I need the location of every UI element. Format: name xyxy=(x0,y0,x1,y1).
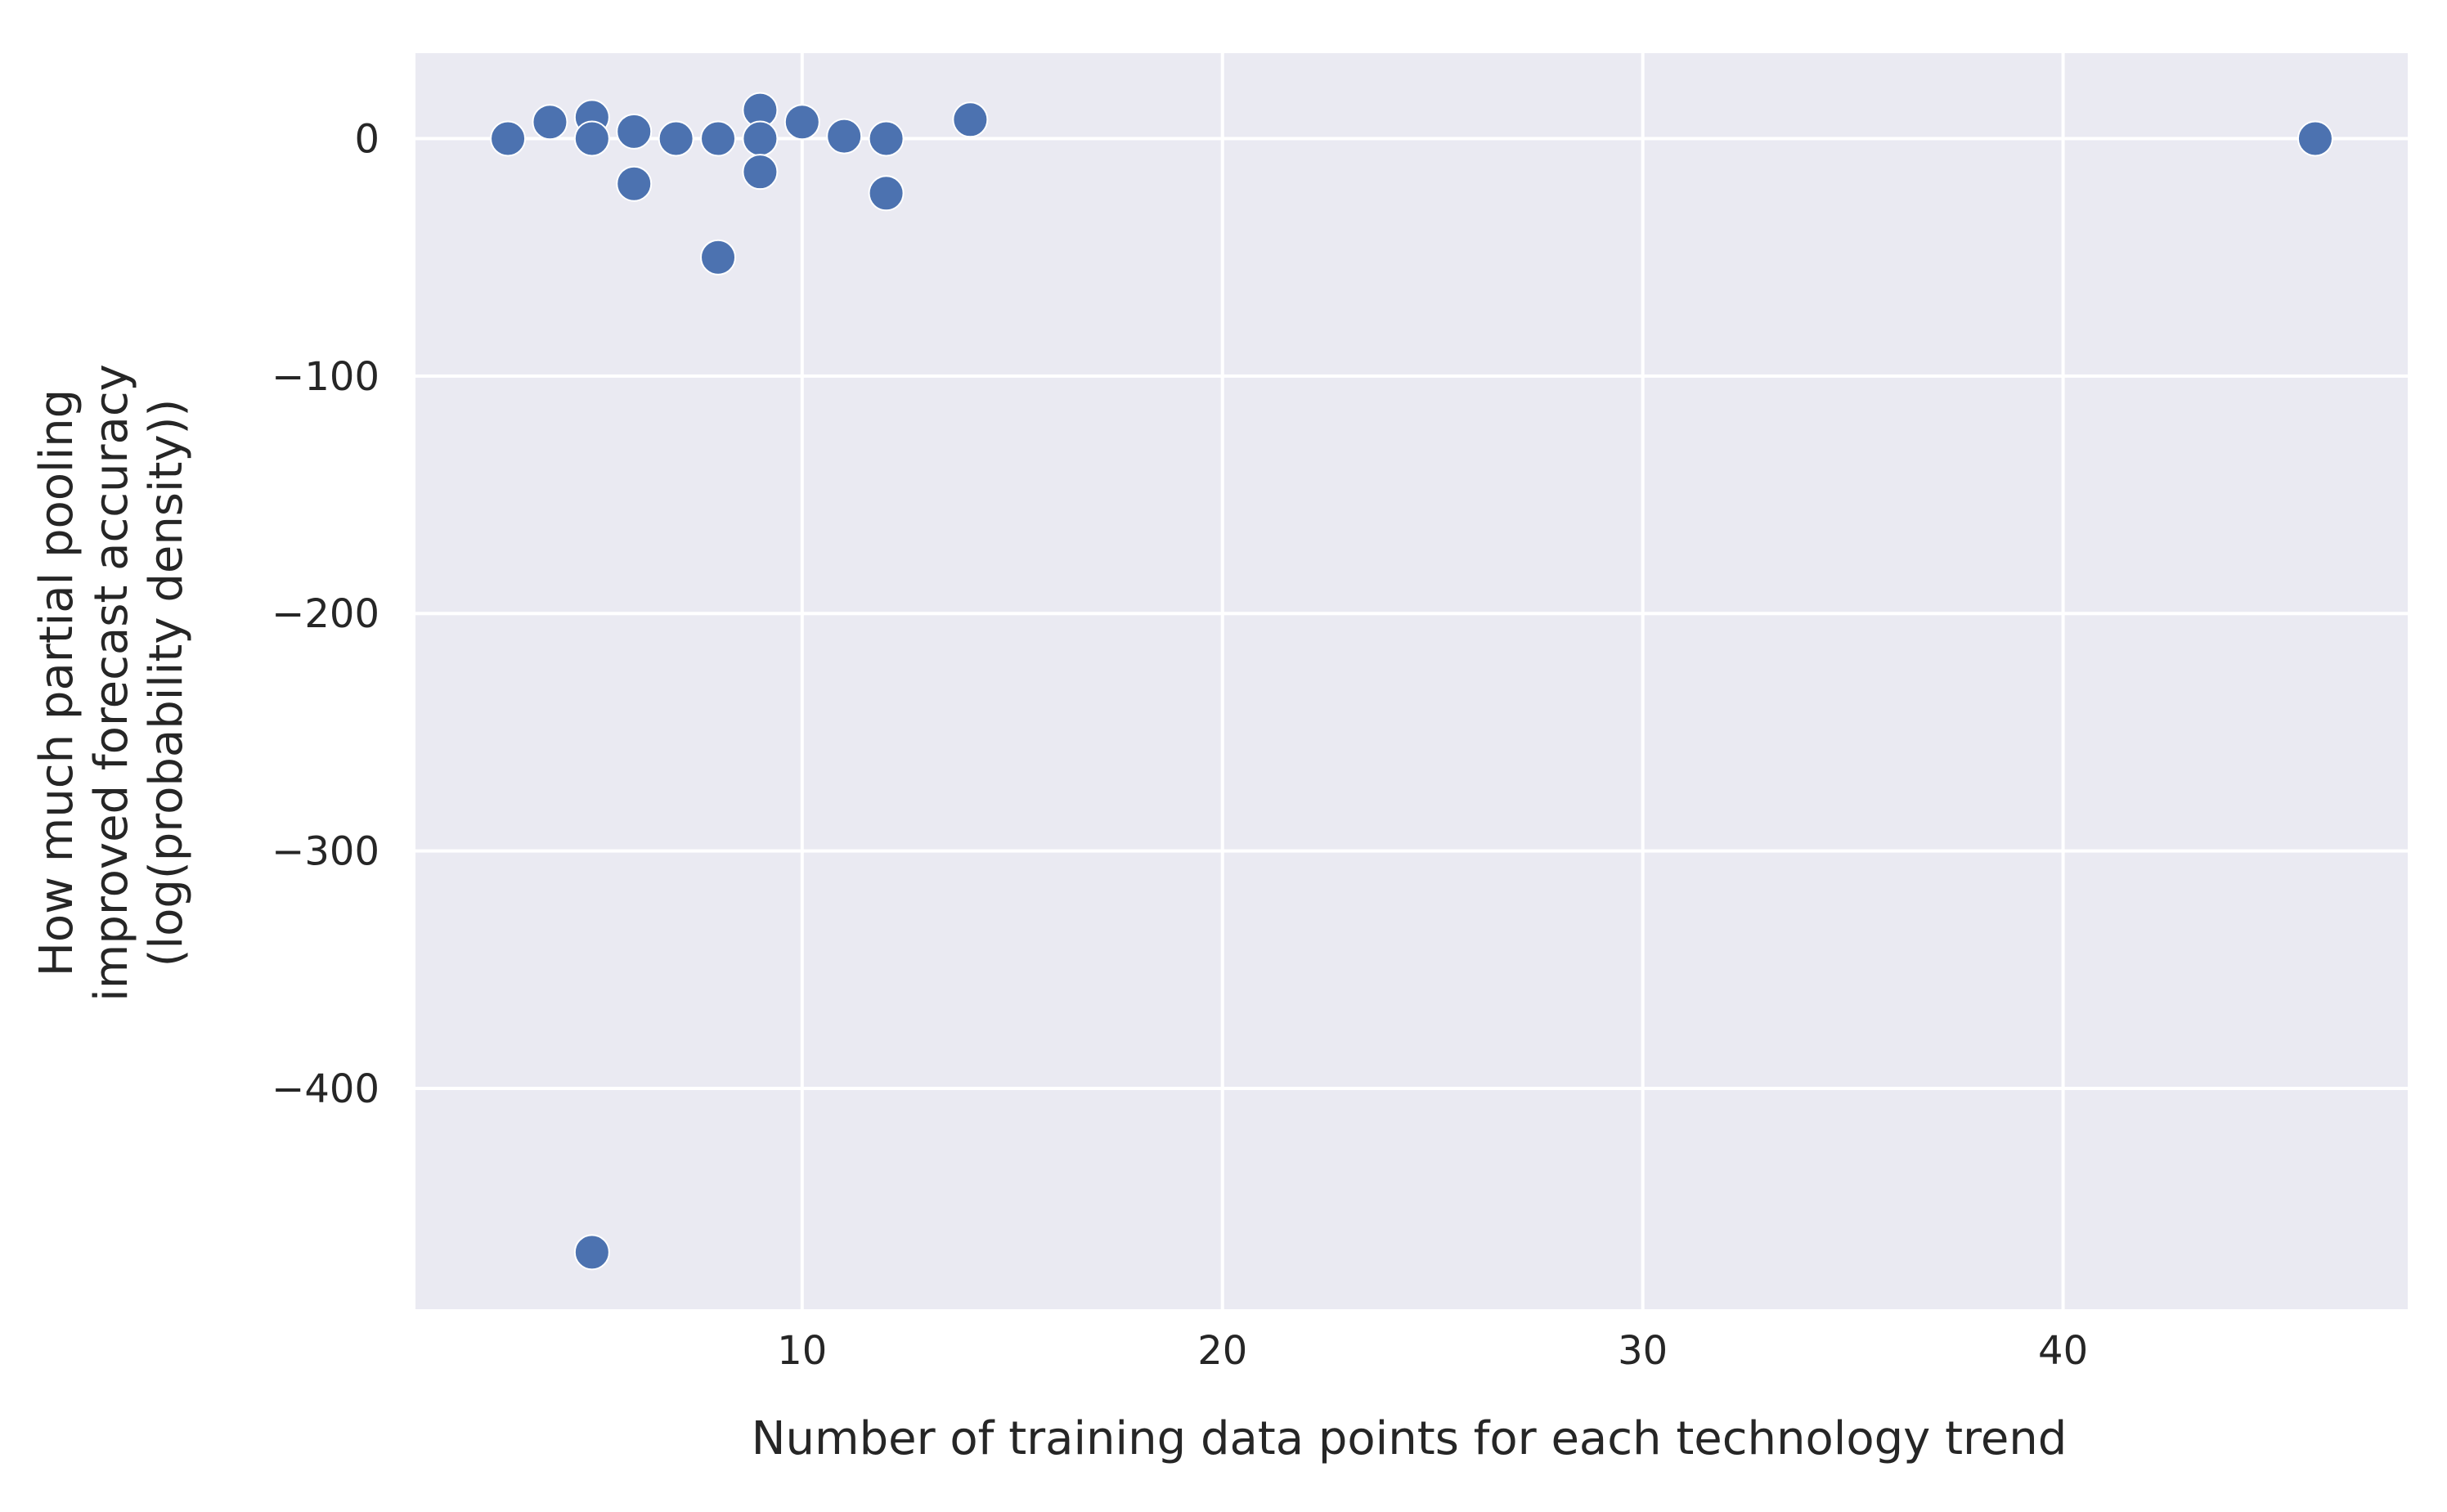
data-points xyxy=(490,92,2333,1271)
data-point xyxy=(490,120,527,157)
data-point xyxy=(616,113,653,150)
x-tick-label: 20 xyxy=(1197,1328,1247,1374)
y-tick-labels: 0 −100 −200 −300 −400 xyxy=(272,117,379,1112)
data-point xyxy=(952,101,989,138)
data-point xyxy=(868,120,905,157)
data-point xyxy=(573,120,610,157)
x-tick-labels: 10 20 30 40 xyxy=(777,1328,2088,1374)
y-axis-label-line-1: How much partial pooling xyxy=(30,389,83,976)
data-point xyxy=(742,120,779,157)
data-point xyxy=(658,120,694,157)
y-tick-label: 0 xyxy=(354,117,379,163)
y-axis-label: How much partial pooling improved foreca… xyxy=(30,364,193,1002)
data-point xyxy=(742,154,779,191)
plot-background xyxy=(415,53,2408,1309)
grid-lines xyxy=(415,53,2408,1309)
y-tick-label: −400 xyxy=(272,1066,379,1112)
data-point xyxy=(868,175,905,212)
y-tick-label: −300 xyxy=(272,829,379,875)
data-point xyxy=(532,104,568,141)
data-point xyxy=(616,165,653,202)
data-point xyxy=(700,239,737,276)
x-tick-label: 10 xyxy=(777,1328,827,1374)
y-tick-label: −200 xyxy=(272,591,379,637)
data-point xyxy=(573,1234,610,1271)
x-axis-label: Number of training data points for each … xyxy=(752,1412,2068,1465)
x-tick-label: 40 xyxy=(2038,1328,2088,1374)
data-point xyxy=(783,104,820,141)
y-axis-label-line-3: (log(probability density)) xyxy=(140,399,193,967)
data-point xyxy=(2297,120,2333,157)
y-tick-label: −100 xyxy=(272,354,379,400)
y-axis-label-line-2: improved forecast accuracy xyxy=(85,364,138,1002)
x-tick-label: 30 xyxy=(1618,1328,1668,1374)
data-point xyxy=(700,120,737,157)
data-point xyxy=(826,118,863,155)
